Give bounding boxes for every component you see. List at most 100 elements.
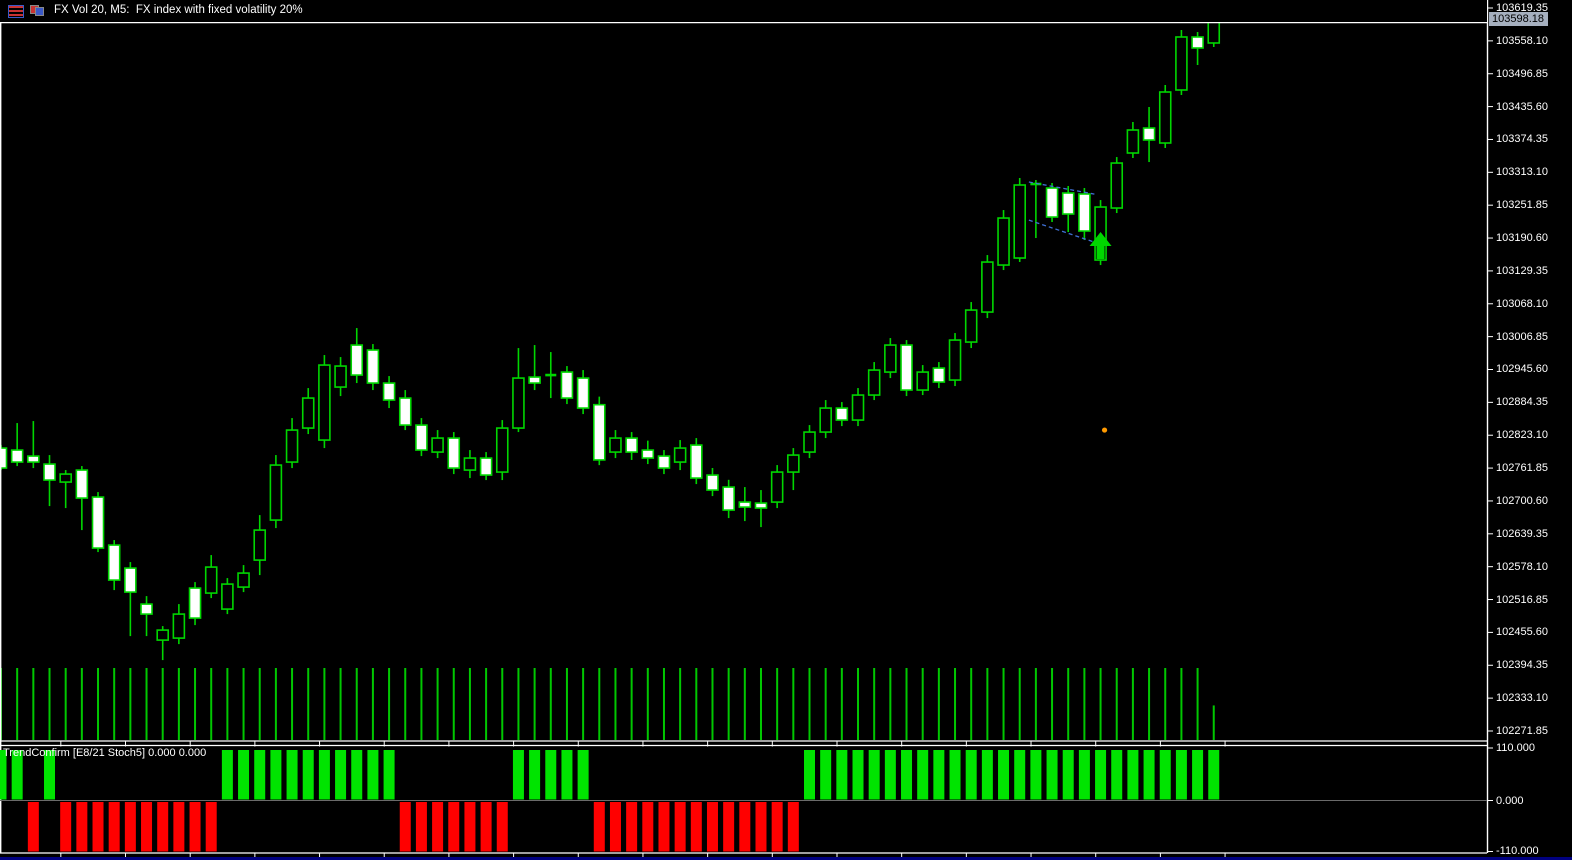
candle-bull — [916, 371, 929, 391]
candle-bear — [754, 502, 768, 509]
candle-bear — [1061, 192, 1075, 215]
signal-bar-down — [399, 802, 411, 852]
candle-bull — [301, 397, 315, 429]
signal-bar-up — [383, 750, 395, 800]
signal-bar-down — [141, 802, 153, 852]
signal-bar-down — [480, 802, 492, 852]
candle-bull — [1013, 184, 1027, 259]
signal-bar-up — [1095, 750, 1107, 800]
candle-bull — [495, 427, 509, 473]
candles-icon[interactable] — [30, 5, 44, 16]
signal-bar-up — [1159, 750, 1171, 800]
signal-bar-up — [545, 750, 557, 800]
signal-bar-up — [1062, 750, 1074, 800]
candle-bear — [625, 437, 638, 453]
candle-bear — [592, 403, 606, 461]
signal-bar-up — [1192, 750, 1204, 800]
candle-bull — [221, 583, 234, 610]
candle-bear — [835, 407, 849, 421]
candle-bear — [188, 587, 202, 619]
candle-bull — [787, 454, 800, 473]
signal-bar-up — [351, 750, 363, 800]
candle-bear — [1142, 127, 1156, 141]
signal-bar-up — [852, 750, 864, 800]
candle-bear — [124, 567, 137, 593]
candle-bear — [900, 344, 913, 391]
candle-bear — [140, 603, 153, 615]
signal-bar-up — [254, 750, 266, 800]
candle-bull — [334, 365, 347, 388]
signal-bar-down — [432, 802, 444, 852]
signal-bar-up — [270, 750, 282, 800]
candle-bear — [398, 397, 412, 426]
candle-bear — [641, 449, 655, 459]
signal-bar-up — [302, 750, 314, 800]
candle-bull — [867, 369, 881, 396]
signal-bar-down — [76, 802, 88, 852]
candle-bear — [932, 367, 946, 383]
list-icon[interactable] — [8, 5, 24, 18]
signal-bar-down — [674, 802, 686, 852]
candle-bull — [253, 529, 267, 561]
signal-bar-down — [448, 802, 460, 852]
candle-bull — [59, 473, 72, 483]
candle-bear — [382, 382, 396, 401]
signal-bar-up — [836, 750, 848, 800]
signal-bar-up — [917, 750, 929, 800]
signal-bar-up — [981, 750, 993, 800]
signal-bar-up — [0, 750, 7, 800]
signal-bar-down — [92, 802, 104, 852]
signal-bar-down — [108, 802, 120, 852]
signal-bar-down — [124, 802, 136, 852]
signal-bar-down — [626, 802, 638, 852]
candle-bull — [237, 572, 250, 588]
candle-bull — [463, 457, 477, 471]
signal-bar-down — [157, 802, 169, 852]
candle-bear — [1078, 193, 1091, 232]
candle-bear — [1045, 187, 1059, 218]
signal-bar-up — [286, 750, 298, 800]
signal-bar-up — [1127, 750, 1139, 800]
signal-bar-up — [1111, 750, 1123, 800]
candle-bear — [10, 449, 24, 463]
candle-bear — [415, 424, 428, 451]
signal-bar-down — [205, 802, 217, 852]
candle-bear — [528, 376, 541, 384]
candle-bull — [964, 309, 978, 343]
candle-bear — [27, 455, 40, 463]
signal-bar-up — [11, 750, 23, 800]
candle-bear — [690, 444, 703, 479]
signal-bar-down — [464, 802, 476, 852]
candle-bull — [1110, 162, 1124, 209]
candle-bull — [609, 437, 622, 453]
candle-bull — [1175, 36, 1188, 91]
signal-bar-up — [965, 750, 977, 800]
signal-bar-up — [949, 750, 961, 800]
candle-bull — [770, 471, 784, 503]
signal-bar-up — [367, 750, 379, 800]
candle-bull — [851, 394, 865, 421]
candle-bear — [657, 455, 671, 469]
candle-bear — [91, 496, 105, 549]
candle-bull — [204, 566, 218, 594]
chart-title-bar: FX Vol 20, M5: FX index with fixed volat… — [0, 0, 1487, 22]
signal-bar-down — [415, 802, 427, 852]
signal-bar-up — [884, 750, 896, 800]
candle-bull — [981, 261, 994, 313]
candle-bull — [819, 407, 832, 433]
candle-bear — [479, 457, 493, 476]
signal-bar-up — [868, 750, 880, 800]
candle-bear — [722, 486, 735, 511]
signal-bar-down — [642, 802, 654, 852]
candle-bear — [706, 474, 719, 491]
orange-dot-marker — [1101, 427, 1108, 433]
candle-bull — [673, 447, 687, 463]
signal-bar-up — [804, 750, 815, 800]
candle-bull — [285, 429, 299, 463]
candle-bear — [107, 544, 121, 581]
signal-bar-up — [1175, 750, 1187, 800]
signal-bar-down — [706, 802, 718, 852]
candle-bear — [75, 469, 89, 499]
